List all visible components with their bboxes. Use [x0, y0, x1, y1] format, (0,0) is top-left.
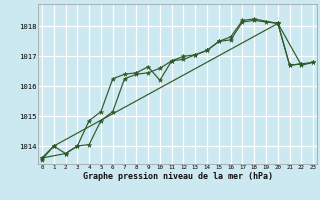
X-axis label: Graphe pression niveau de la mer (hPa): Graphe pression niveau de la mer (hPa): [83, 172, 273, 181]
